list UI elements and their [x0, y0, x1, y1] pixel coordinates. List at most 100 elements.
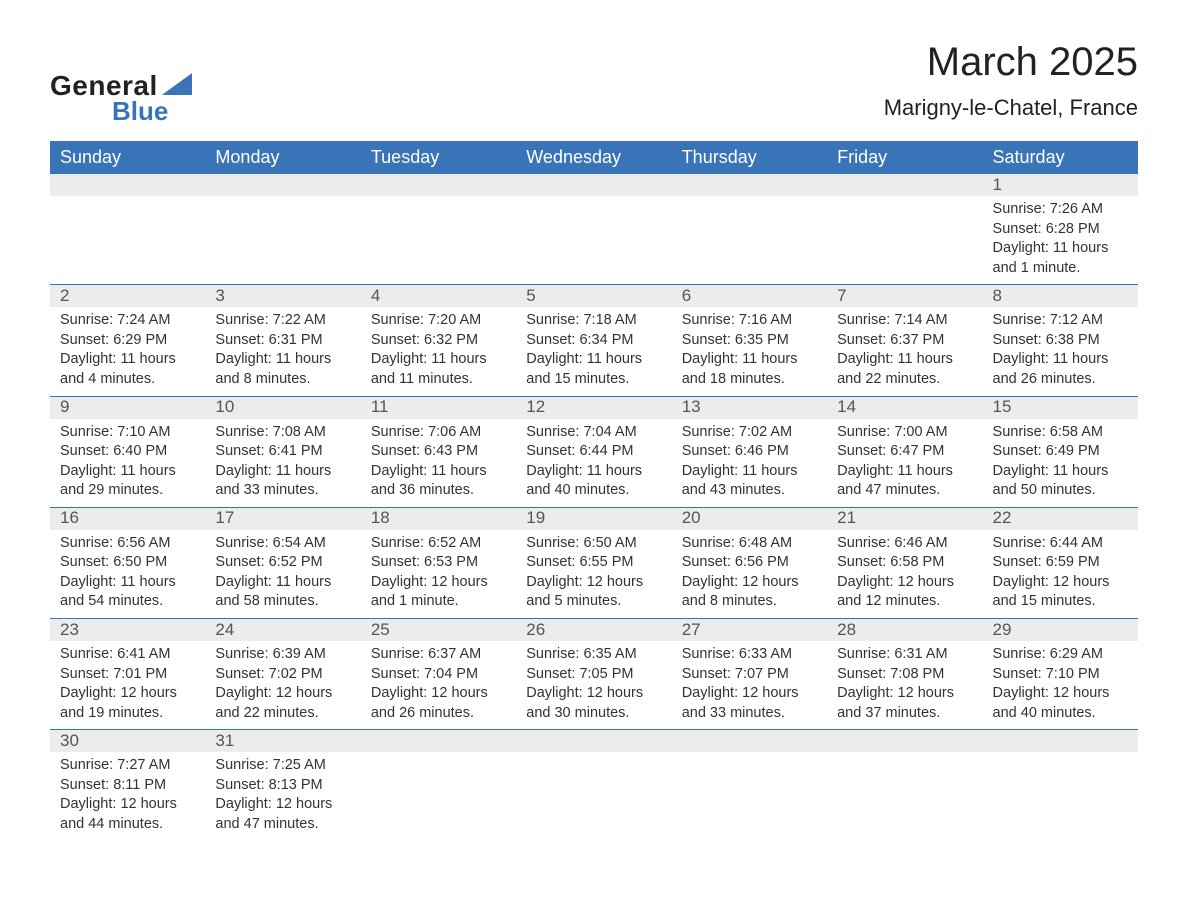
sunset-text: Sunset: 6:35 PM	[682, 331, 817, 351]
sunset-text: Sunset: 6:37 PM	[837, 331, 972, 351]
calendar-day: 4Sunrise: 7:20 AMSunset: 6:32 PMDaylight…	[361, 285, 516, 395]
calendar-day: 11Sunrise: 7:06 AMSunset: 6:43 PMDayligh…	[361, 397, 516, 507]
day-number: 2	[50, 285, 69, 308]
day-number: 25	[361, 619, 390, 642]
month-title: March 2025	[884, 40, 1138, 85]
sunset-text: Sunset: 6:44 PM	[526, 442, 661, 462]
sunrise-text: Sunrise: 7:18 AM	[526, 311, 661, 331]
day-body	[672, 752, 827, 762]
day-header-tuesday: Tuesday	[361, 141, 516, 174]
day-body: Sunrise: 7:14 AMSunset: 6:37 PMDaylight:…	[827, 307, 982, 395]
calendar-day: 26Sunrise: 6:35 AMSunset: 7:05 PMDayligh…	[516, 619, 671, 729]
calendar-day: 2Sunrise: 7:24 AMSunset: 6:29 PMDaylight…	[50, 285, 205, 395]
day-header-thursday: Thursday	[672, 141, 827, 174]
day-body	[516, 196, 671, 206]
day-number-row: 27	[672, 619, 827, 641]
sunrise-text: Sunrise: 6:48 AM	[682, 534, 817, 554]
day-number: 6	[672, 285, 691, 308]
day-number-row: 5	[516, 285, 671, 307]
day-body: Sunrise: 6:52 AMSunset: 6:53 PMDaylight:…	[361, 530, 516, 618]
day-number: 4	[361, 285, 380, 308]
sunrise-text: Sunrise: 6:46 AM	[837, 534, 972, 554]
sunset-text: Sunset: 6:49 PM	[993, 442, 1128, 462]
sunrise-text: Sunrise: 7:08 AM	[215, 423, 350, 443]
day-number-row	[516, 730, 671, 752]
day-header-wednesday: Wednesday	[516, 141, 671, 174]
day-number: 21	[827, 507, 856, 530]
sunset-text: Sunset: 7:08 PM	[837, 665, 972, 685]
day-body: Sunrise: 6:29 AMSunset: 7:10 PMDaylight:…	[983, 641, 1138, 729]
day-number: 30	[50, 730, 79, 753]
calendar-day: 21Sunrise: 6:46 AMSunset: 6:58 PMDayligh…	[827, 508, 982, 618]
calendar-week: 30Sunrise: 7:27 AMSunset: 8:11 PMDayligh…	[50, 729, 1138, 840]
calendar-day	[361, 174, 516, 284]
day-body: Sunrise: 6:39 AMSunset: 7:02 PMDaylight:…	[205, 641, 360, 729]
day-number-row: 21	[827, 508, 982, 530]
calendar-day: 22Sunrise: 6:44 AMSunset: 6:59 PMDayligh…	[983, 508, 1138, 618]
calendar-day: 8Sunrise: 7:12 AMSunset: 6:38 PMDaylight…	[983, 285, 1138, 395]
day-body: Sunrise: 6:50 AMSunset: 6:55 PMDaylight:…	[516, 530, 671, 618]
calendar-day: 19Sunrise: 6:50 AMSunset: 6:55 PMDayligh…	[516, 508, 671, 618]
calendar-day	[516, 174, 671, 284]
day-body	[672, 196, 827, 206]
sunset-text: Sunset: 6:28 PM	[993, 220, 1128, 240]
day-number-row: 11	[361, 397, 516, 419]
day-number: 20	[672, 507, 701, 530]
daylight-text: Daylight: 11 hours and 36 minutes.	[371, 462, 506, 501]
calendar-day: 12Sunrise: 7:04 AMSunset: 6:44 PMDayligh…	[516, 397, 671, 507]
sunset-text: Sunset: 6:50 PM	[60, 553, 195, 573]
day-number-row	[983, 730, 1138, 752]
sunset-text: Sunset: 6:29 PM	[60, 331, 195, 351]
day-body: Sunrise: 6:31 AMSunset: 7:08 PMDaylight:…	[827, 641, 982, 729]
day-number: 22	[983, 507, 1012, 530]
day-number-row: 28	[827, 619, 982, 641]
day-body: Sunrise: 7:16 AMSunset: 6:35 PMDaylight:…	[672, 307, 827, 395]
daylight-text: Daylight: 11 hours and 15 minutes.	[526, 350, 661, 389]
day-number-row: 29	[983, 619, 1138, 641]
day-number-row: 25	[361, 619, 516, 641]
calendar-day	[827, 730, 982, 840]
daylight-text: Daylight: 11 hours and 1 minute.	[993, 239, 1128, 278]
day-body: Sunrise: 7:24 AMSunset: 6:29 PMDaylight:…	[50, 307, 205, 395]
day-body: Sunrise: 7:18 AMSunset: 6:34 PMDaylight:…	[516, 307, 671, 395]
calendar-day: 23Sunrise: 6:41 AMSunset: 7:01 PMDayligh…	[50, 619, 205, 729]
sunrise-text: Sunrise: 7:04 AM	[526, 423, 661, 443]
daylight-text: Daylight: 11 hours and 18 minutes.	[682, 350, 817, 389]
day-number-row: 4	[361, 285, 516, 307]
day-body: Sunrise: 6:41 AMSunset: 7:01 PMDaylight:…	[50, 641, 205, 729]
calendar-day: 18Sunrise: 6:52 AMSunset: 6:53 PMDayligh…	[361, 508, 516, 618]
sunrise-text: Sunrise: 7:14 AM	[837, 311, 972, 331]
day-number-row: 1	[983, 174, 1138, 196]
calendar-day	[983, 730, 1138, 840]
day-body	[827, 752, 982, 762]
daylight-text: Daylight: 12 hours and 40 minutes.	[993, 684, 1128, 723]
day-number: 12	[516, 396, 545, 419]
sunrise-text: Sunrise: 7:02 AM	[682, 423, 817, 443]
daylight-text: Daylight: 11 hours and 43 minutes.	[682, 462, 817, 501]
daylight-text: Daylight: 12 hours and 22 minutes.	[215, 684, 350, 723]
day-number: 28	[827, 619, 856, 642]
calendar-day: 25Sunrise: 6:37 AMSunset: 7:04 PMDayligh…	[361, 619, 516, 729]
sunrise-text: Sunrise: 6:39 AM	[215, 645, 350, 665]
daylight-text: Daylight: 12 hours and 26 minutes.	[371, 684, 506, 723]
sunset-text: Sunset: 6:52 PM	[215, 553, 350, 573]
day-number-row	[361, 730, 516, 752]
day-number: 10	[205, 396, 234, 419]
day-number: 23	[50, 619, 79, 642]
sunset-text: Sunset: 6:43 PM	[371, 442, 506, 462]
sunset-text: Sunset: 6:55 PM	[526, 553, 661, 573]
sunrise-text: Sunrise: 6:56 AM	[60, 534, 195, 554]
sunset-text: Sunset: 7:04 PM	[371, 665, 506, 685]
day-body: Sunrise: 7:10 AMSunset: 6:40 PMDaylight:…	[50, 419, 205, 507]
sunrise-text: Sunrise: 7:20 AM	[371, 311, 506, 331]
sunrise-text: Sunrise: 6:31 AM	[837, 645, 972, 665]
day-number-row	[361, 174, 516, 196]
sunrise-text: Sunrise: 6:33 AM	[682, 645, 817, 665]
day-number-row	[205, 174, 360, 196]
calendar: Sunday Monday Tuesday Wednesday Thursday…	[50, 141, 1138, 841]
sunset-text: Sunset: 7:07 PM	[682, 665, 817, 685]
day-number-row: 16	[50, 508, 205, 530]
daylight-text: Daylight: 11 hours and 33 minutes.	[215, 462, 350, 501]
day-body: Sunrise: 7:04 AMSunset: 6:44 PMDaylight:…	[516, 419, 671, 507]
calendar-day	[50, 174, 205, 284]
